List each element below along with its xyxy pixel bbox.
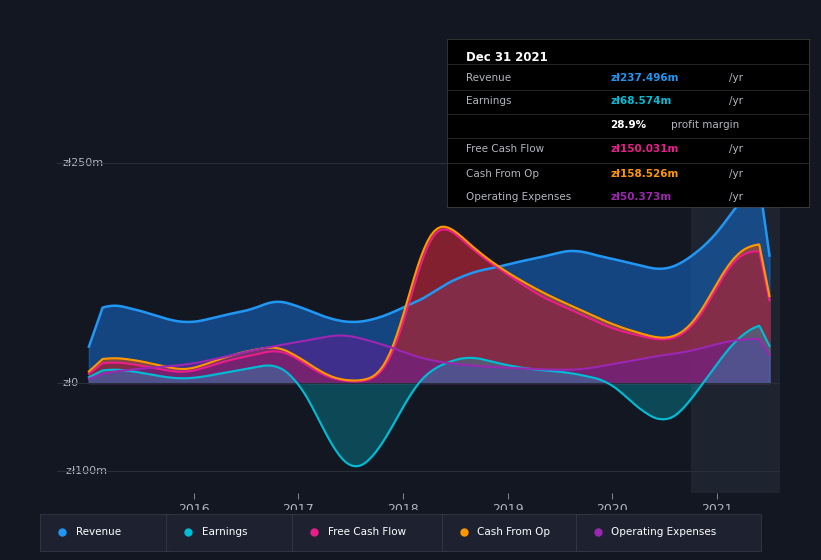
Text: Free Cash Flow: Free Cash Flow bbox=[466, 144, 544, 154]
Text: Earnings: Earnings bbox=[466, 96, 511, 105]
Text: Operating Expenses: Operating Expenses bbox=[612, 527, 717, 537]
Text: /yr: /yr bbox=[729, 169, 743, 179]
Text: Operating Expenses: Operating Expenses bbox=[466, 192, 571, 202]
Text: /yr: /yr bbox=[729, 144, 743, 154]
Text: Revenue: Revenue bbox=[76, 527, 121, 537]
Text: 28.9%: 28.9% bbox=[610, 120, 646, 130]
Text: /yr: /yr bbox=[729, 192, 743, 202]
Text: profit margin: profit margin bbox=[672, 120, 740, 130]
Text: zł68.574m: zł68.574m bbox=[610, 96, 672, 105]
FancyBboxPatch shape bbox=[442, 514, 588, 551]
Text: Cash From Op: Cash From Op bbox=[466, 169, 539, 179]
Text: Free Cash Flow: Free Cash Flow bbox=[328, 527, 406, 537]
FancyBboxPatch shape bbox=[166, 514, 296, 551]
Text: Dec 31 2021: Dec 31 2021 bbox=[466, 51, 548, 64]
Text: zł237.496m: zł237.496m bbox=[610, 73, 678, 83]
Text: /yr: /yr bbox=[729, 73, 743, 83]
Text: zł250m: zł250m bbox=[62, 158, 103, 168]
Text: zł158.526m: zł158.526m bbox=[610, 169, 678, 179]
Text: /yr: /yr bbox=[729, 96, 743, 105]
Bar bbox=[691, 146, 801, 493]
FancyBboxPatch shape bbox=[576, 514, 761, 551]
Text: -zł100m: -zł100m bbox=[62, 466, 108, 476]
FancyBboxPatch shape bbox=[292, 514, 446, 551]
Text: zł0: zł0 bbox=[62, 378, 79, 388]
FancyBboxPatch shape bbox=[40, 514, 170, 551]
Text: zł150.031m: zł150.031m bbox=[610, 144, 678, 154]
Text: Cash From Op: Cash From Op bbox=[478, 527, 551, 537]
Text: zł50.373m: zł50.373m bbox=[610, 192, 672, 202]
Text: Revenue: Revenue bbox=[466, 73, 511, 83]
Text: Earnings: Earnings bbox=[202, 527, 247, 537]
